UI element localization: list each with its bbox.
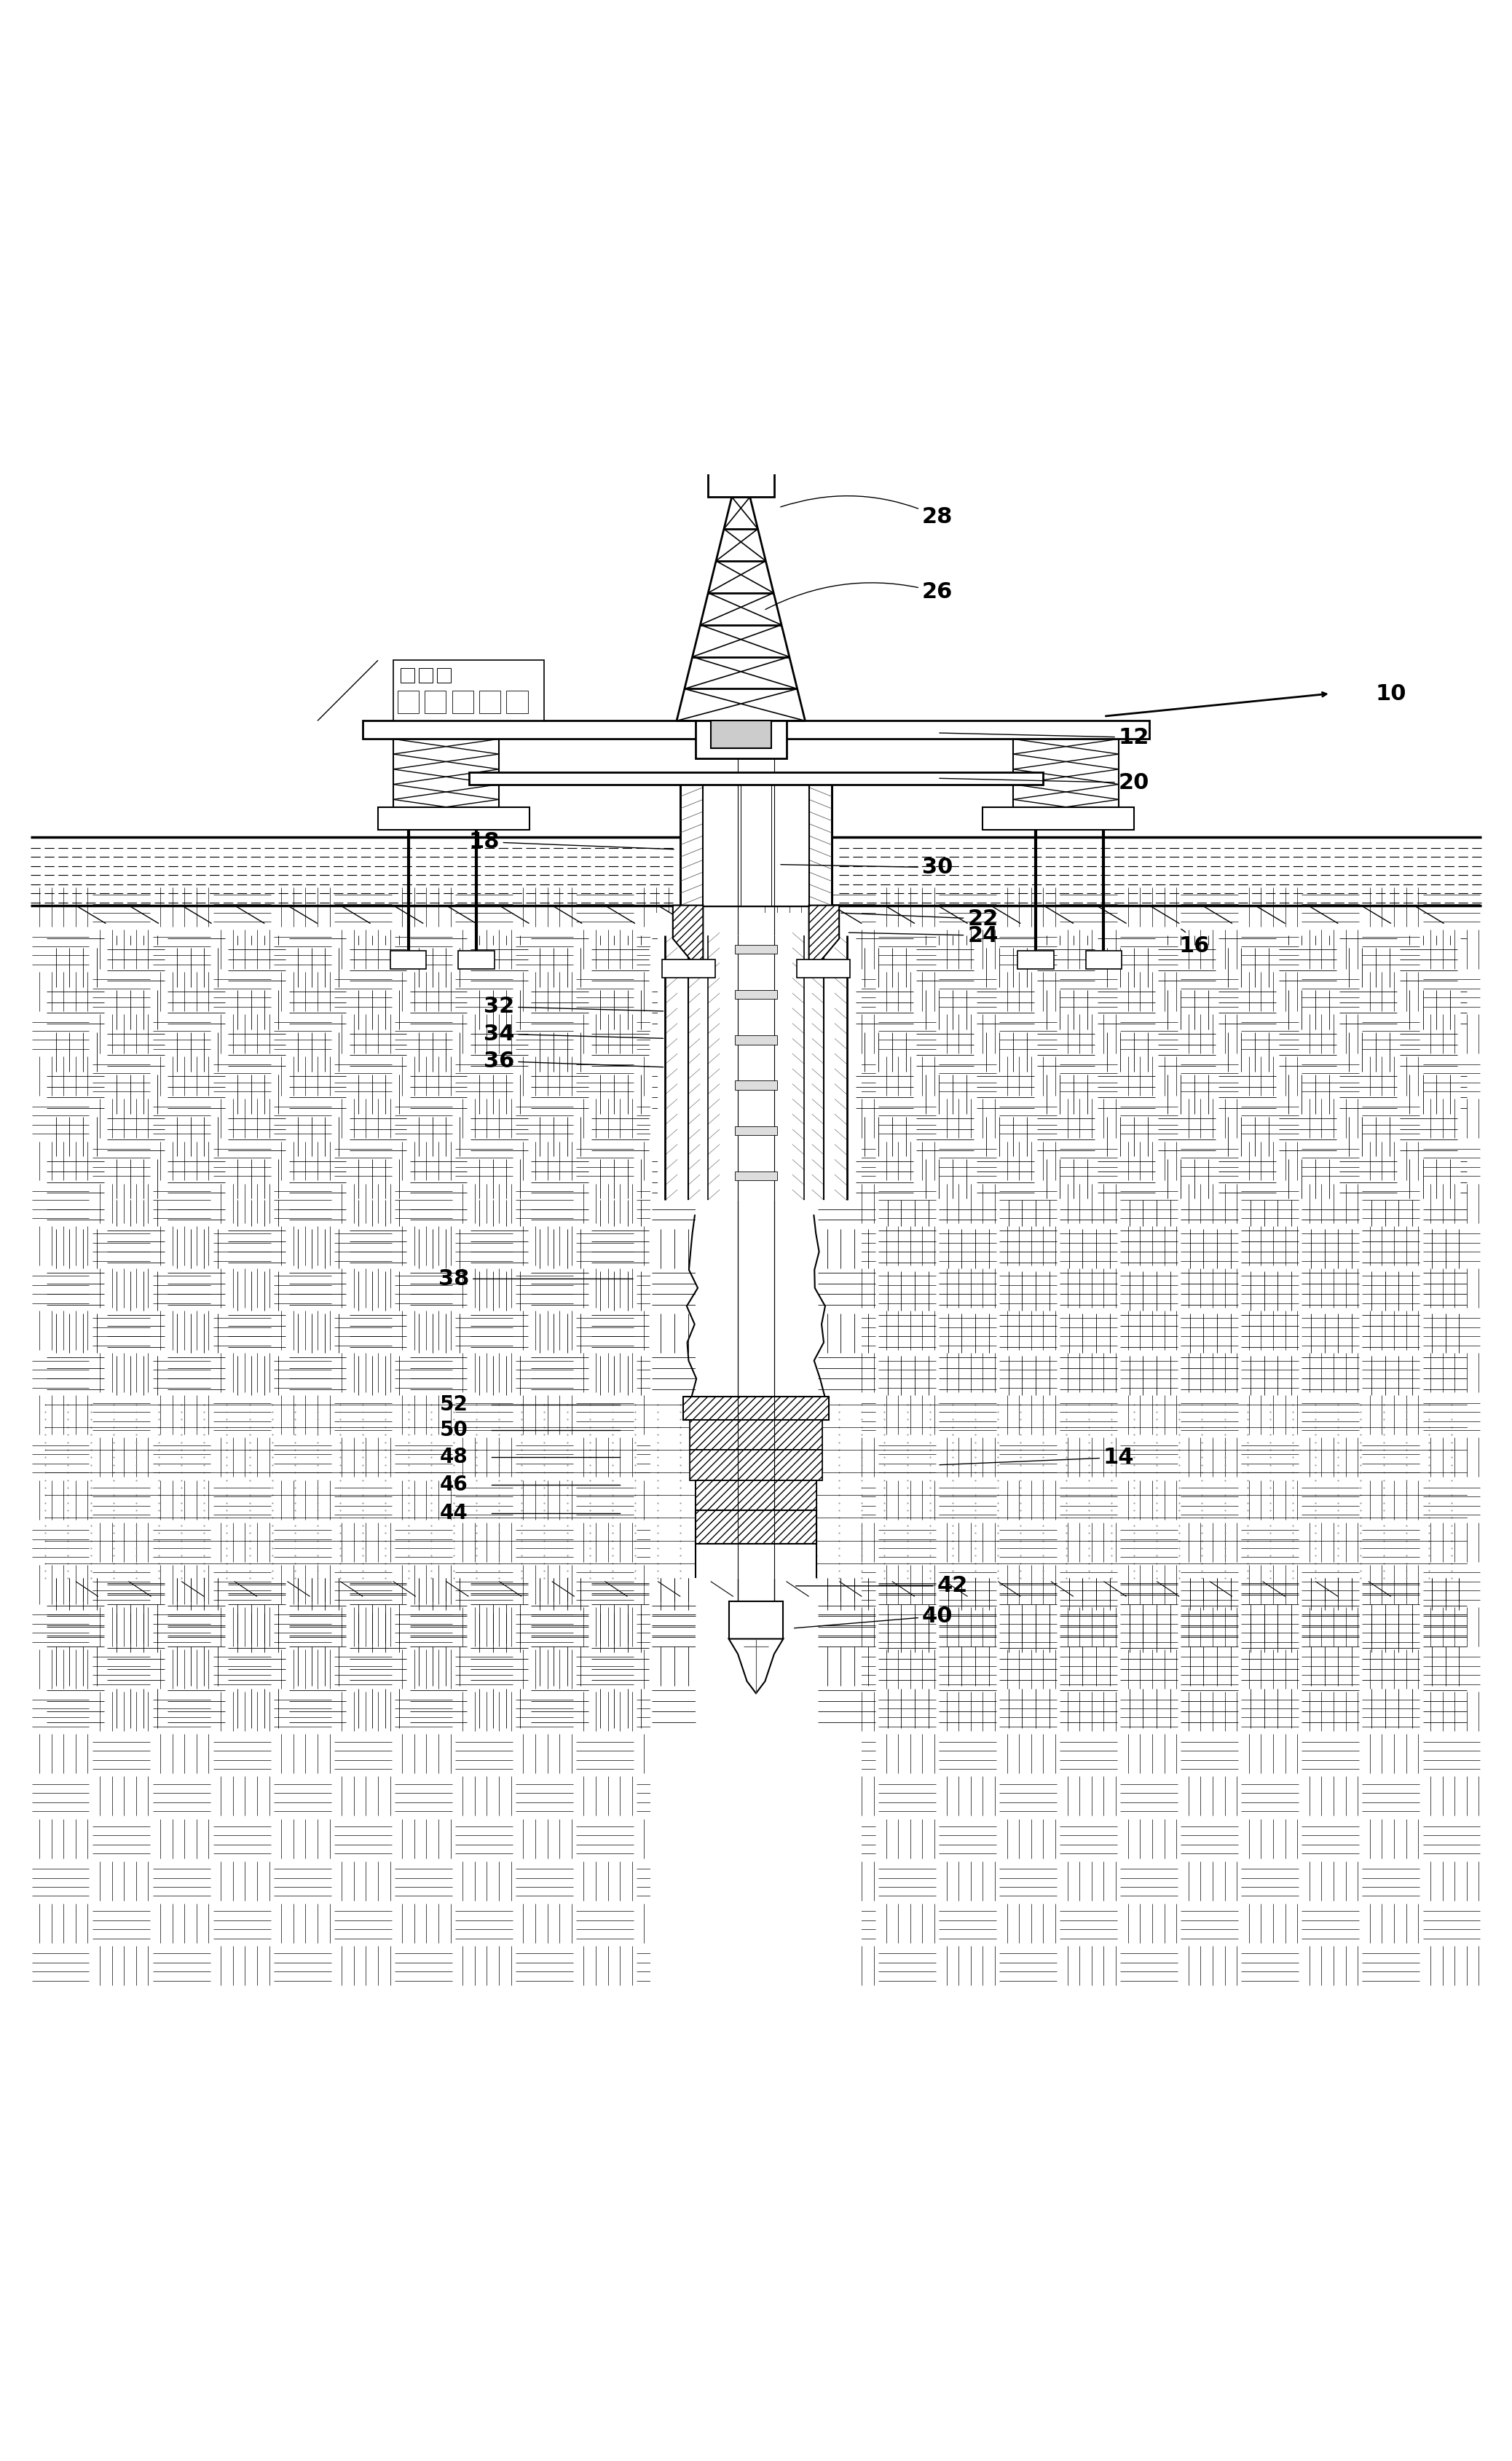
Bar [425,692,446,714]
Text: 34: 34 [484,1024,664,1043]
Text: 32: 32 [484,997,664,1016]
Bar [735,945,777,955]
Bar [393,660,544,721]
Bar [650,913,862,1986]
Text: 18: 18 [469,832,674,852]
Bar [696,1201,816,1398]
Text: 12: 12 [939,726,1149,748]
Bar [696,1511,816,1543]
Text: 30: 30 [780,856,953,879]
Text: 52: 52 [440,1395,467,1415]
Text: 26: 26 [765,581,953,610]
Bar [398,692,419,714]
Text: 46: 46 [440,1474,467,1494]
Bar [797,960,850,977]
Text: 24: 24 [848,925,998,945]
Text: 50: 50 [440,1420,467,1440]
Text: 16: 16 [1179,928,1210,957]
Text: 14: 14 [939,1447,1134,1467]
Bar [363,721,1149,738]
Text: 10: 10 [1376,684,1406,704]
Bar [689,1420,823,1450]
Polygon shape [673,906,703,965]
Bar [1086,950,1122,970]
Bar [735,1036,777,1043]
Bar [401,667,414,684]
Bar [479,692,500,714]
Bar [738,1201,774,1398]
Bar [390,950,426,970]
Bar [437,667,451,684]
Bar [469,773,1043,785]
Text: 40: 40 [794,1605,953,1629]
Polygon shape [729,1639,783,1693]
Text: 22: 22 [841,908,998,930]
Bar [680,785,832,906]
Text: 20: 20 [939,773,1149,792]
Bar [708,470,774,497]
Text: 48: 48 [440,1447,467,1467]
Bar [711,721,771,748]
Bar [689,1450,823,1479]
Text: 42: 42 [795,1575,968,1597]
Text: 44: 44 [440,1504,467,1523]
Bar [696,1479,816,1511]
Bar [458,950,494,970]
Bar [683,1398,829,1420]
Bar [696,721,786,758]
Bar [683,1398,829,1420]
Bar [30,913,1482,1986]
Bar [507,692,528,714]
Text: 36: 36 [484,1051,664,1071]
Bar [378,807,529,829]
Bar [735,1080,777,1090]
Text: 38: 38 [438,1267,634,1290]
Bar [419,667,432,684]
Bar [658,935,854,1201]
Bar [696,1479,816,1511]
Bar [735,1127,777,1135]
Bar [452,692,473,714]
Bar [983,807,1134,829]
Bar [729,1602,783,1639]
Bar [696,1624,816,1715]
Bar [735,1171,777,1181]
Bar [1018,950,1054,970]
Bar [689,1450,823,1479]
Bar [662,960,715,977]
Bar [689,1420,823,1450]
Bar [696,1511,816,1543]
Polygon shape [809,906,839,965]
Text: 28: 28 [780,495,953,527]
Polygon shape [714,433,768,470]
Bar [735,989,777,999]
